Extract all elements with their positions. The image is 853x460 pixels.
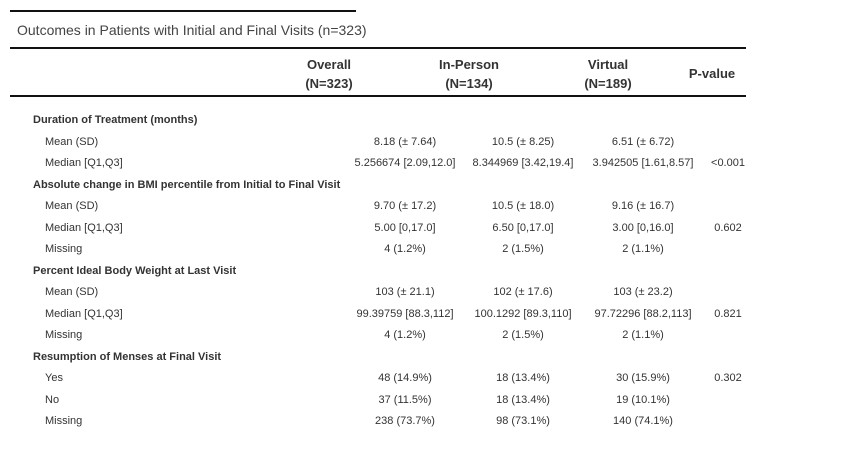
cell-virtual: 3.00 [0,16.0] bbox=[612, 221, 674, 234]
cell-inperson: 2 (1.5%) bbox=[502, 329, 544, 341]
cell-virtual: 6.51 (± 6.72) bbox=[611, 135, 675, 148]
cell-inperson: 2 (1.5%) bbox=[502, 243, 544, 255]
row-label: Mean (SD) bbox=[45, 286, 99, 298]
cell-overall: 5.00 [0,17.0] bbox=[374, 221, 436, 234]
row-label: Median [Q1,Q3] bbox=[45, 307, 123, 320]
table-row: Median [Q1,Q3] 99.39759 [88.3,112] 100.1… bbox=[0, 304, 853, 326]
cell-virtual: 140 (74.1%) bbox=[613, 415, 673, 427]
cell-inperson: 100.1292 [89.3,110] bbox=[474, 307, 572, 320]
table-row: Mean (SD) 103 (± 21.1) 102 (± 17.6) 103 … bbox=[0, 282, 853, 304]
column-header-inperson-name: In-Person bbox=[439, 57, 499, 72]
row-label: Mean (SD) bbox=[45, 135, 99, 148]
cell-virtual: 3.942505 [1.61,8.57] bbox=[592, 157, 694, 169]
title-top-rule bbox=[10, 10, 356, 12]
column-header-overall: Overall (N=323) bbox=[289, 55, 369, 93]
table-body: Duration of Treatment (months) Mean (SD)… bbox=[0, 110, 853, 433]
cell-overall: 4 (1.2%) bbox=[384, 329, 426, 341]
row-label: Missing bbox=[45, 243, 83, 255]
cell-overall: 48 (14.9%) bbox=[378, 372, 432, 384]
cell-virtual: 30 (15.9%) bbox=[616, 372, 670, 384]
row-label: No bbox=[45, 393, 60, 406]
cell-overall: 4 (1.2%) bbox=[384, 243, 426, 255]
cell-inperson: 10.5 (± 8.25) bbox=[491, 135, 555, 148]
table-row: Missing 4 (1.2%) 2 (1.5%) 2 (1.1%) bbox=[0, 239, 853, 261]
column-header-inperson-n: (N=134) bbox=[445, 76, 493, 91]
row-label: Duration of Treatment (months) bbox=[33, 114, 198, 126]
cell-overall: 238 (73.7%) bbox=[375, 415, 435, 427]
column-header-virtual-name: Virtual bbox=[587, 57, 629, 72]
column-header-pvalue: P-value bbox=[688, 66, 736, 81]
cell-virtual: 2 (1.1%) bbox=[622, 243, 664, 255]
column-header-overall-name: Overall bbox=[306, 57, 352, 72]
row-label: Missing bbox=[45, 329, 83, 341]
column-header-overall-n: (N=323) bbox=[305, 76, 353, 91]
table-title: Outcomes in Patients with Initial and Fi… bbox=[17, 22, 367, 38]
table-row: Median [Q1,Q3] 5.00 [0,17.0] 6.50 [0,17.… bbox=[0, 218, 853, 240]
cell-overall: 9.70 (± 17.2) bbox=[373, 200, 437, 212]
cell-pvalue: 0.302 bbox=[714, 372, 742, 384]
cell-inperson: 18 (13.4%) bbox=[496, 372, 550, 384]
row-label: Percent Ideal Body Weight at Last Visit bbox=[33, 264, 237, 277]
column-header-virtual-n: (N=189) bbox=[584, 76, 632, 91]
row-label: Resumption of Menses at Final Visit bbox=[33, 350, 222, 363]
cell-virtual: 9.16 (± 16.7) bbox=[611, 200, 675, 212]
cell-pvalue: <0.001 bbox=[711, 157, 745, 169]
table-row: Yes 48 (14.9%) 18 (13.4%) 30 (15.9%) 0.3… bbox=[0, 368, 853, 390]
cell-overall: 8.18 (± 7.64) bbox=[373, 135, 437, 148]
table-row: Median [Q1,Q3] 5.256674 [2.09,12.0] 8.34… bbox=[0, 153, 853, 175]
cell-inperson: 18 (13.4%) bbox=[496, 393, 550, 406]
column-header-inperson: In-Person (N=134) bbox=[419, 55, 519, 93]
cell-overall: 37 (11.5%) bbox=[378, 393, 432, 406]
cell-inperson: 102 (± 17.6) bbox=[493, 286, 553, 298]
table-row: No 37 (11.5%) 18 (13.4%) 19 (10.1%) bbox=[0, 390, 853, 412]
cell-virtual: 19 (10.1%) bbox=[616, 393, 670, 406]
row-label: Missing bbox=[45, 415, 83, 427]
table-row: Duration of Treatment (months) bbox=[0, 110, 853, 132]
cell-inperson: 6.50 [0,17.0] bbox=[492, 221, 554, 234]
table-row: Mean (SD) 9.70 (± 17.2) 10.5 (± 18.0) 9.… bbox=[0, 196, 853, 218]
cell-inperson: 10.5 (± 18.0) bbox=[491, 200, 555, 212]
table-row: Missing 238 (73.7%) 98 (73.1%) 140 (74.1… bbox=[0, 411, 853, 433]
cell-overall: 5.256674 [2.09,12.0] bbox=[354, 157, 456, 169]
row-label: Median [Q1,Q3] bbox=[45, 221, 123, 234]
row-label: Yes bbox=[45, 372, 63, 384]
cell-virtual: 97.72296 [88.2,113] bbox=[594, 307, 692, 320]
row-label: Median [Q1,Q3] bbox=[45, 157, 123, 169]
header-top-rule bbox=[10, 47, 746, 49]
row-label: Absolute change in BMI percentile from I… bbox=[33, 178, 341, 191]
table-row: Percent Ideal Body Weight at Last Visit bbox=[0, 261, 853, 283]
cell-inperson: 8.344969 [3.42,19.4] bbox=[472, 157, 574, 169]
cell-virtual: 2 (1.1%) bbox=[622, 329, 664, 341]
table-row: Resumption of Menses at Final Visit bbox=[0, 347, 853, 369]
cell-overall: 103 (± 21.1) bbox=[375, 286, 435, 298]
table-row: Mean (SD) 8.18 (± 7.64) 10.5 (± 8.25) 6.… bbox=[0, 132, 853, 154]
cell-pvalue: 0.602 bbox=[714, 221, 742, 234]
column-header-virtual: Virtual (N=189) bbox=[568, 55, 648, 93]
table-row: Absolute change in BMI percentile from I… bbox=[0, 175, 853, 197]
cell-inperson: 98 (73.1%) bbox=[496, 415, 550, 427]
table-row: Missing 4 (1.2%) 2 (1.5%) 2 (1.1%) bbox=[0, 325, 853, 347]
cell-pvalue: 0.821 bbox=[714, 307, 742, 320]
header-bottom-rule bbox=[10, 95, 746, 97]
row-label: Mean (SD) bbox=[45, 200, 99, 212]
cell-overall: 99.39759 [88.3,112] bbox=[356, 307, 454, 320]
cell-virtual: 103 (± 23.2) bbox=[613, 286, 673, 298]
